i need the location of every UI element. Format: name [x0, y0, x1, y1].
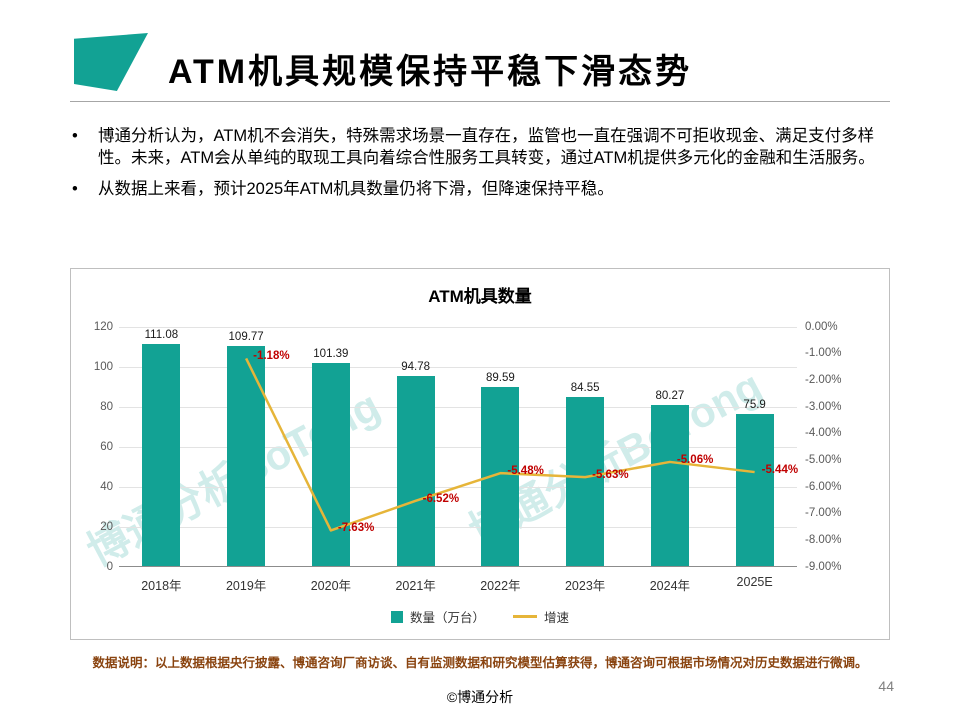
line-value-label: -6.52%: [422, 492, 460, 505]
bar-value-label: 101.39: [313, 348, 349, 361]
left-axis-tick: 80: [100, 400, 113, 413]
line-value-label: -7.63%: [337, 522, 375, 535]
bar-2024年: [650, 405, 689, 566]
line-value-label: -1.18%: [253, 350, 290, 363]
bar-value-label: 111.08: [144, 328, 179, 341]
plot-area: 111.08 109.77 101.39 94.78 89.59 84.55 80.27 75…: [119, 327, 799, 567]
left-axis-tick: 60: [100, 440, 113, 453]
legend-label: 增速: [544, 611, 570, 625]
bar-value-label: 109.77: [228, 331, 264, 344]
right-axis-tick: -2.00%: [805, 373, 842, 386]
left-axis-tick: 40: [100, 480, 113, 493]
left-axis-tick: 120: [93, 320, 113, 333]
bullet-marker: •: [72, 179, 78, 198]
bar-2025E: [735, 414, 774, 566]
bar-value-label: 84.55: [570, 381, 600, 394]
title-divider: [70, 101, 890, 102]
bar-value-label: 94.78: [401, 361, 431, 374]
x-axis-label: 2019年: [225, 579, 267, 593]
right-axis-tick: -3.00%: [805, 400, 842, 413]
legend-label: 数量（万台）: [409, 611, 485, 625]
gridline: [119, 527, 797, 528]
bar-value-label: 75.9: [743, 399, 766, 412]
title-accent-flag: [74, 33, 148, 91]
line-value-label: -5.48%: [507, 465, 544, 478]
line-value-label: -5.44%: [761, 464, 799, 477]
page-title: ATM机具规模保持平稳下滑态势: [168, 53, 693, 91]
x-axis-label: 2018年: [141, 579, 182, 593]
right-axis-tick: -7.00%: [805, 507, 842, 520]
legend-item-growth: 增速: [513, 607, 569, 626]
right-axis-tick: 0.00%: [805, 320, 838, 333]
copyright: ©博通分析: [446, 689, 514, 705]
bar-2020年: [311, 363, 350, 566]
chart-title: ATM机具数量: [428, 287, 532, 306]
bullet-text: 从数据上来看，预计2025年ATM机具数量仍将下滑，但降速保持平稳。: [98, 179, 614, 198]
right-axis-tick: -5.00%: [805, 453, 842, 466]
right-axis: 0.00% -1.00% -2.00% -3.00% -4.00% -5.00% -6.00…: [805, 321, 877, 573]
line-series-swatch-icon: [513, 615, 537, 618]
bullet-text: 博通分析认为，ATM机不会消失，特殊需求场景一直存在，监管也一直在强调不可拒收现…: [98, 127, 875, 167]
right-axis-tick: -1.00%: [805, 347, 842, 360]
right-axis-tick: -6.00%: [805, 480, 842, 493]
growth-line: [245, 357, 755, 532]
left-axis: 0 20 40 60 80 100 120: [79, 321, 113, 573]
x-axis-label: 2022年: [480, 579, 521, 593]
bar-2021年: [396, 376, 435, 566]
chart-panel: 博通分析BoTong 博通分析BoTong ATM机具数量 0204060801…: [70, 268, 890, 640]
line-value-label: -5.63%: [592, 469, 629, 482]
x-axis-label: 2023年: [564, 579, 606, 593]
gridline: [119, 327, 797, 328]
bar-2023年: [566, 396, 605, 566]
line-value-label: -5.06%: [676, 453, 714, 466]
chart-legend: 数量（万台） 增速: [71, 607, 889, 626]
left-axis-tick: 100: [93, 360, 113, 373]
gridline: [119, 407, 797, 408]
bar-value-label: 80.27: [655, 390, 685, 403]
left-axis-tick: 0: [106, 560, 113, 573]
gridline: [119, 447, 797, 448]
bullet-list: • 博通分析认为，ATM机不会消失，特殊需求场景一直存在，监管也一直在强调不可拒…: [72, 126, 898, 209]
right-axis-tick: -9.00%: [805, 560, 842, 573]
x-axis-label: 2021年: [395, 579, 436, 593]
right-axis-tick: -8.00%: [805, 533, 842, 546]
x-axis: 2018年 2019年 2020年 2021年 2022年 2023年 2024年 2025E: [119, 575, 797, 593]
x-axis-label: 2024年: [649, 579, 691, 593]
gridline: [119, 367, 797, 368]
x-axis-label: 2025E: [736, 575, 773, 589]
bar-2018年: [142, 343, 181, 566]
data-source-note: 数据说明：以上数据根据央行披露、博通咨询厂商访谈、自有监测数据和研究模型估算获得…: [92, 656, 868, 670]
page-number: 44: [878, 678, 894, 694]
right-axis-tick: -4.00%: [805, 427, 842, 440]
bar-value-label: 89.59: [485, 371, 515, 384]
left-axis-tick: 20: [100, 520, 113, 533]
x-axis-label: 2020年: [310, 579, 352, 593]
bullet-marker: •: [72, 127, 78, 145]
bullet-item: • 博通分析认为，ATM机不会消失，特殊需求场景一直存在，监管也一直在强调不可拒…: [72, 126, 898, 170]
bullet-item: • 从数据上来看，预计2025年ATM机具数量仍将下滑，但降速保持平稳。: [72, 179, 898, 201]
legend-item-quantity: 数量（万台）: [390, 607, 485, 626]
bar-series-swatch-icon: [390, 610, 403, 623]
